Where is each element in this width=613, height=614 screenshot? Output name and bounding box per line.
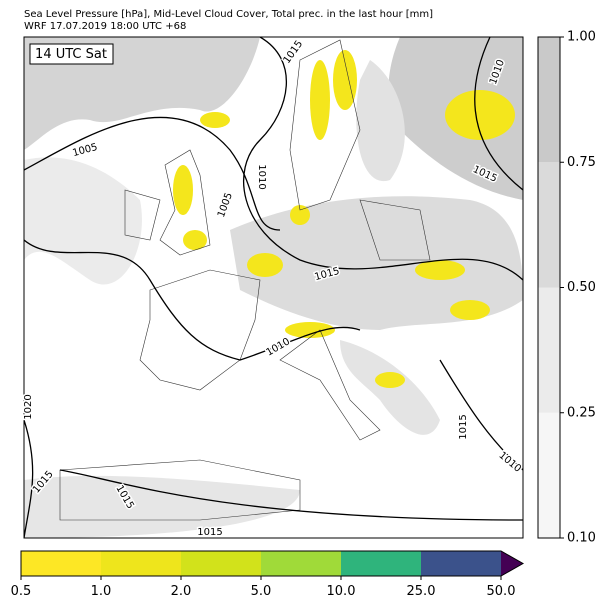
cloud-cover (24, 37, 523, 538)
colorbar-segment (538, 162, 560, 288)
tick-label: 1.00 (567, 30, 596, 45)
colorbar-segment (341, 551, 421, 576)
colorbar-segment (101, 551, 181, 576)
tick-label: 50.0 (487, 584, 516, 599)
colorbar-segment (181, 551, 261, 576)
colorbar-segment (21, 551, 101, 576)
tick-label: 0.10 (567, 531, 596, 546)
colorbar-segment (421, 551, 501, 576)
precipitation (173, 50, 515, 388)
tick-label: 0.25 (567, 405, 596, 420)
isobars (24, 37, 523, 538)
colorbar-extend (501, 551, 523, 576)
isobar-label: 1015 (197, 527, 222, 538)
tick-label: 0.5 (11, 584, 32, 599)
colorbar-segment (261, 551, 341, 576)
tick-label: 2.0 (171, 584, 192, 599)
colorbar-segment (538, 412, 560, 538)
time-box (29, 43, 114, 65)
coastlines (59, 39, 431, 521)
colorbar-frame (20, 550, 525, 577)
colorbar-segment (538, 37, 560, 163)
tick-label: 5.0 (251, 584, 272, 599)
isobar-label: 1020 (23, 394, 34, 419)
tick-label: 10.0 (327, 584, 356, 599)
tick-label: 0.75 (567, 155, 596, 170)
tick-label: 25.0 (407, 584, 436, 599)
isobar-label: 1010 (256, 164, 267, 189)
cloud-colorbar: 0.10 0.25 0.50 0.75 1.00 (537, 30, 596, 546)
tick-label: 0.50 (567, 280, 596, 295)
isobar-label: 1015 (458, 414, 469, 439)
colorbar-segment (538, 287, 560, 413)
title: Sea Level Pressure [hPa], Mid-Level Clou… (24, 9, 433, 20)
map (24, 37, 523, 538)
map-frame (23, 36, 524, 539)
tick-label: 1.0 (91, 584, 112, 599)
subtitle: WRF 17.07.2019 18:00 UTC +68 (24, 21, 186, 32)
precip-colorbar: 0.5 1.0 2.0 5.0 10.0 25.0 50.0 (11, 550, 525, 599)
time-label: 14 UTC Sat (35, 47, 107, 62)
